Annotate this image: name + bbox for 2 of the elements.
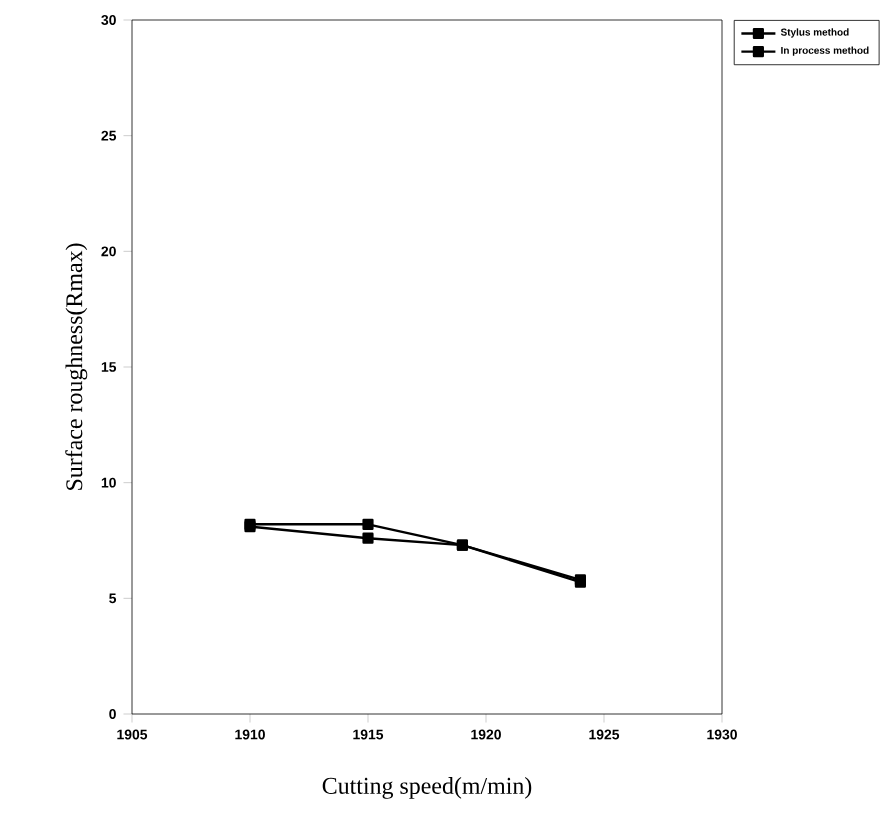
y-axis-title: Surface roughness(Rmax) <box>65 243 88 490</box>
x-axis-title: Cutting speed(m/min) <box>322 777 532 799</box>
